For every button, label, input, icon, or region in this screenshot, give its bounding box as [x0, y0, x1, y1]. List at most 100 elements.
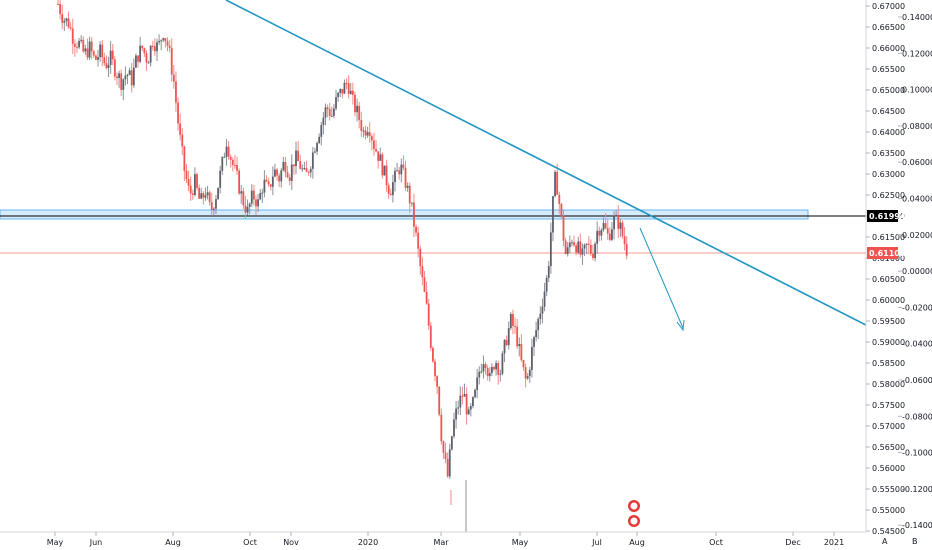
candle: [137, 55, 139, 68]
primary-tick-label: 0.65000: [872, 86, 905, 95]
candle: [73, 39, 76, 57]
candle: [383, 165, 386, 176]
candle: [598, 226, 601, 242]
primary-price-axis[interactable]: 0.67000 0.66500 0.66000 0.65500 0.65000 0.645…: [866, 2, 905, 536]
candle: [391, 174, 394, 203]
candle: [71, 18, 74, 54]
candle: [410, 202, 413, 207]
candle: [219, 165, 222, 194]
candle: [552, 195, 554, 242]
candle: [560, 202, 563, 220]
candle: [379, 147, 382, 161]
candle: [147, 60, 150, 64]
candle: [531, 338, 533, 378]
candle: [234, 154, 236, 169]
candle: [520, 334, 523, 362]
secondary-tick-label: -0.14000: [902, 521, 932, 530]
time-axis[interactable]: May Jun Aug Oct Nov 2020 Mar May Jul Aug Oct Dec 202…: [47, 532, 844, 547]
candle: [299, 154, 302, 170]
primary-tick-label: 0.64500: [872, 107, 905, 116]
candle: [135, 53, 137, 68]
candle: [124, 66, 127, 86]
candle: [170, 38, 173, 82]
candle: [309, 166, 312, 178]
event-marker-flag[interactable]: [628, 500, 640, 512]
time-tick-label: Mar: [433, 538, 449, 547]
candle: [427, 298, 430, 330]
candle: [345, 78, 348, 90]
candle: [221, 156, 224, 176]
candle: [501, 351, 504, 376]
candle: [461, 386, 464, 405]
candle: [434, 358, 436, 382]
candle: [524, 363, 527, 388]
event-marker-news[interactable]: [628, 515, 640, 527]
candle: [604, 213, 607, 230]
candle: [404, 160, 407, 191]
candle: [444, 442, 447, 464]
price-labels: 0.61994 0.61105: [867, 210, 906, 259]
candle: [122, 78, 125, 101]
candle: [257, 193, 259, 212]
candle: [286, 165, 289, 179]
candle: [99, 41, 102, 62]
candle: [600, 228, 603, 241]
candle: [267, 177, 270, 187]
candle: [507, 321, 510, 350]
candle: [385, 159, 388, 192]
time-tick-label: Oct: [709, 538, 723, 547]
candle: [594, 241, 596, 262]
candle: [271, 166, 274, 196]
candle: [90, 37, 93, 60]
secondary-price-axis[interactable]: 0.14000 0.12000 0.10000 0.08000 0.06000 0.040…: [898, 13, 932, 530]
projection-arrow[interactable]: [639, 227, 684, 329]
candle: [95, 54, 97, 61]
secondary-tick-label: 0.08000: [902, 122, 932, 131]
candle: [320, 121, 323, 146]
candle: [370, 133, 373, 151]
candle: [364, 125, 367, 140]
candle: [252, 184, 255, 206]
candle: [153, 38, 156, 56]
primary-tick-label: 0.58500: [872, 359, 905, 368]
candle: [341, 89, 344, 99]
candle: [549, 222, 552, 274]
candle: [499, 369, 502, 382]
candle: [255, 195, 257, 216]
candle: [413, 193, 415, 238]
candle: [373, 132, 375, 156]
candle: [276, 167, 278, 181]
candle: [562, 209, 565, 247]
candle: [429, 321, 432, 351]
secondary-tick-label: 0.06000: [902, 158, 932, 167]
support-zone-rect[interactable]: [0, 209, 809, 220]
descending-trendline[interactable]: [225, 0, 866, 326]
candle: [280, 168, 283, 188]
candle: [442, 440, 445, 460]
candle: [236, 156, 238, 176]
candle: [528, 366, 531, 383]
level-price-tag: 0.61994: [867, 210, 906, 222]
candle: [564, 237, 567, 255]
candle: [61, 4, 64, 29]
log-scale-button[interactable]: B: [912, 537, 918, 546]
time-tick-label: 2021: [824, 538, 844, 547]
candle: [613, 211, 615, 240]
candle: [577, 236, 580, 255]
level-price-text: 0.61994: [869, 212, 906, 221]
primary-tick-label: 0.60000: [872, 296, 905, 305]
candle: [172, 65, 175, 89]
candle: [330, 106, 333, 118]
candle: [145, 50, 148, 71]
auto-scale-button[interactable]: A: [882, 537, 888, 546]
candle: [537, 317, 540, 339]
candle: [120, 69, 123, 97]
candle: [242, 187, 245, 209]
candle: [278, 172, 281, 187]
candle: [168, 40, 171, 53]
candle: [284, 156, 287, 178]
candle: [389, 188, 392, 196]
candle: [301, 164, 304, 172]
time-tick-label: Jun: [89, 538, 103, 547]
